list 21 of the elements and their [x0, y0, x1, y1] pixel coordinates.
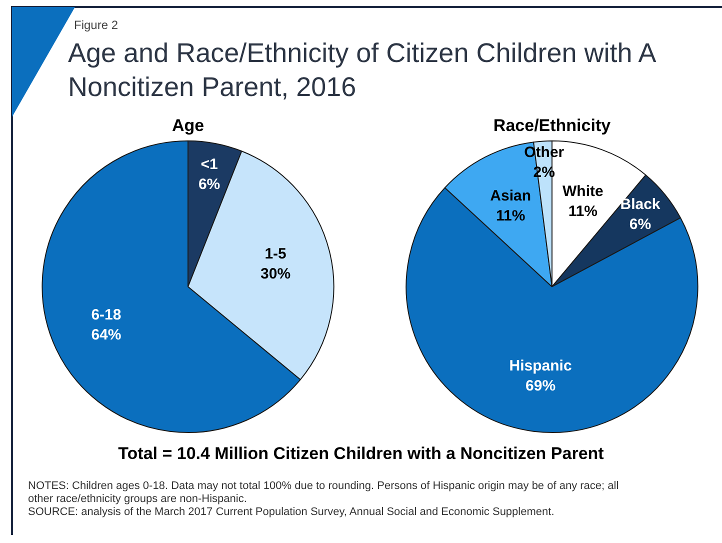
text: NOTES: Children ages 0-18. Data may not total 100% due to rounding. Persons of Hispanic origin may be of any race; all other race/ethnicity groups are non-Hispanic.: [28, 480, 620, 506]
slice-label: 6-18: [91, 306, 122, 324]
chart-title: Race/Ethnicity: [493, 116, 612, 135]
chart-title: Age: [172, 116, 204, 135]
data-label: 6%: [629, 216, 652, 234]
data-label: 6%: [198, 176, 220, 194]
source-note: SOURCE: analysis of the March 2017 Current Population Survey, Annual Social and Economic Supplement.: [28, 506, 556, 519]
data-label: 64%: [91, 326, 122, 344]
slice-label: Hispanic: [509, 358, 572, 375]
text: Age and Race/Ethnicity of Citizen Children with A Noncitizen Parent, 2016: [68, 37, 656, 104]
data-label: 11%: [496, 207, 526, 224]
slice-label: White: [562, 182, 604, 200]
slice-label: 1-5: [264, 245, 286, 262]
slice-label: <1: [200, 156, 218, 174]
text: Total = 10.4 Million Citizen Children with a Noncitizen Parent: [117, 444, 605, 464]
data-label: 69%: [526, 378, 556, 395]
caption: Figure 2: [74, 18, 118, 32]
data-label: 30%: [260, 265, 291, 282]
slice-label: Black: [620, 196, 661, 214]
slice-label: Asian: [490, 187, 532, 204]
data-label: 11%: [568, 202, 598, 220]
